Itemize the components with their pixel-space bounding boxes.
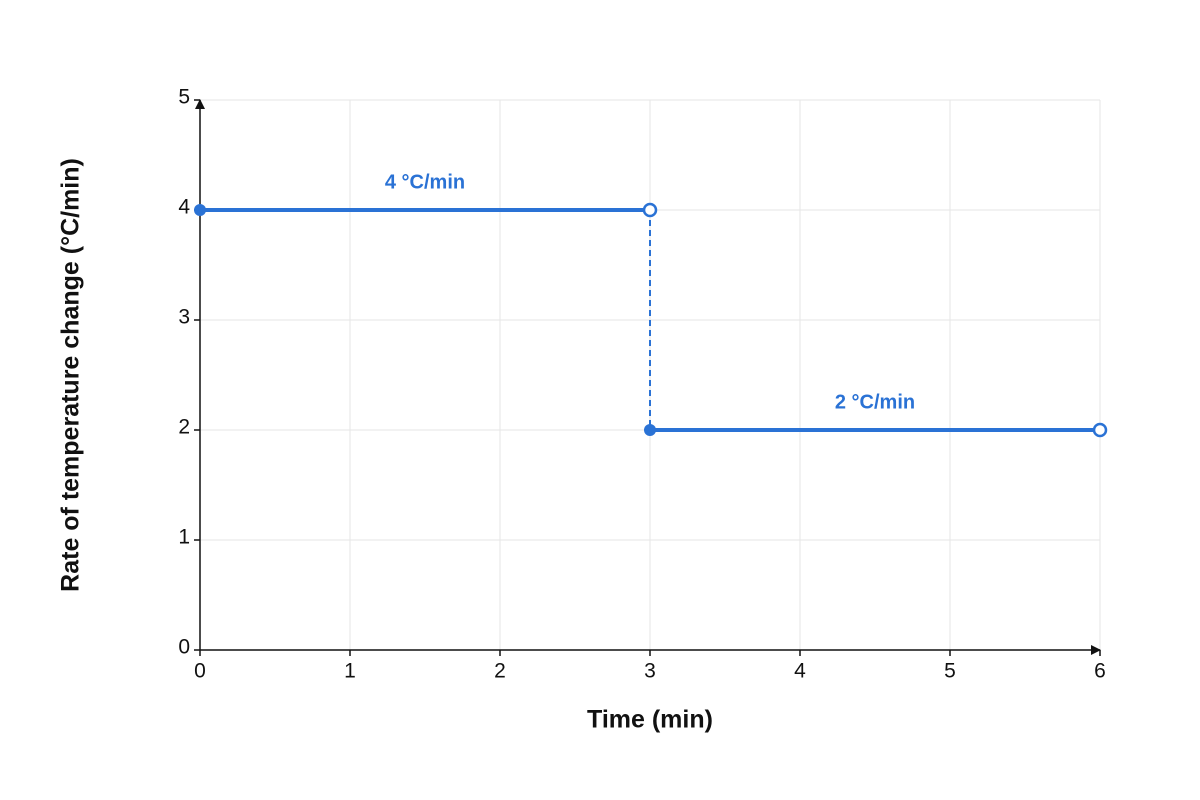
open-endpoint <box>1092 422 1108 438</box>
y-tick-label: 4 <box>178 196 190 219</box>
y-tick-label: 0 <box>178 636 190 659</box>
x-tick-label: 4 <box>794 660 806 683</box>
x-tick-label: 1 <box>344 660 356 683</box>
x-tick-label: 3 <box>644 660 656 683</box>
x-axis-title: Time (min) <box>587 706 713 734</box>
x-tick-label: 5 <box>944 660 956 683</box>
y-tick-label: 2 <box>178 416 190 439</box>
open-endpoint <box>642 202 658 218</box>
y-tick-label: 3 <box>178 306 190 329</box>
y-tick-label: 5 <box>178 86 190 109</box>
value-label: 4 °C/min <box>385 171 465 193</box>
x-tick-label: 2 <box>494 660 506 683</box>
closed-endpoint <box>194 204 206 216</box>
closed-endpoint <box>644 424 656 436</box>
y-axis-title: Rate of temperature change (°C/min) <box>57 158 85 592</box>
x-tick-label: 0 <box>194 660 206 683</box>
value-label: 2 °C/min <box>835 391 915 413</box>
y-tick-label: 1 <box>178 526 190 549</box>
x-tick-label: 6 <box>1094 660 1106 683</box>
